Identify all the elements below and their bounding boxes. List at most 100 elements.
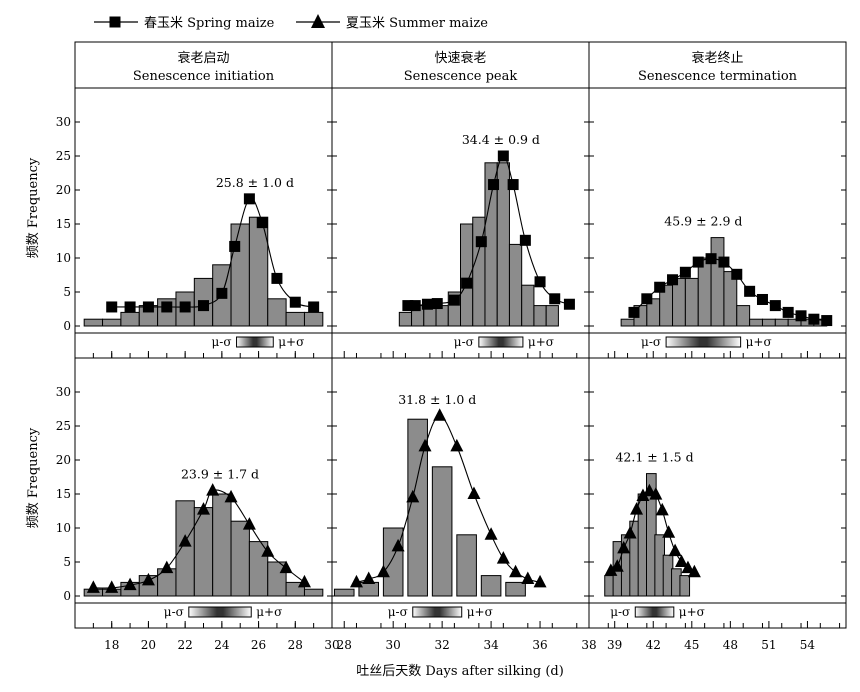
triangle-marker	[224, 489, 238, 503]
x-tick-label: 36	[532, 638, 547, 652]
triangle-marker	[86, 580, 100, 593]
y-tick-label: 0	[63, 589, 71, 603]
x-tick-label: 48	[723, 638, 738, 652]
histogram-bar	[710, 237, 725, 327]
sd-range-bar	[188, 606, 252, 618]
triangle-marker	[617, 540, 631, 554]
triangle-marker	[433, 408, 447, 421]
square-marker	[782, 306, 794, 318]
y-tick-label: 5	[63, 555, 71, 569]
triangle-marker	[655, 502, 669, 516]
y-tick-label: 5	[63, 285, 71, 299]
y-tick-label: 30	[56, 115, 71, 129]
square-marker	[507, 179, 519, 191]
triangle-marker	[242, 517, 256, 530]
mean-sd-annotation: 25.8 ± 1.0 d	[216, 175, 294, 190]
y-axis-label: 频数 Frequency	[26, 427, 41, 528]
y-tick-label: 10	[56, 251, 71, 265]
histogram-bar	[456, 534, 477, 597]
square-marker	[519, 234, 531, 246]
square-marker	[654, 281, 666, 293]
x-tick-label: 32	[435, 638, 450, 652]
triangle-marker	[123, 577, 137, 591]
x-tick-label: 34	[483, 638, 499, 652]
triangle-marker	[630, 502, 644, 515]
square-marker	[402, 300, 414, 312]
x-tick-label: 30	[386, 638, 401, 652]
triangle-marker	[297, 574, 311, 588]
triangle-marker	[450, 438, 464, 452]
range-high-label: μ+σ	[746, 335, 772, 349]
column-title-cn: 衰老终止	[691, 50, 743, 66]
mean-sd-annotation: 45.9 ± 2.9 d	[664, 214, 742, 229]
triangle-marker	[141, 572, 155, 586]
square-marker	[106, 301, 118, 313]
histogram-bar	[303, 311, 324, 327]
range-low-label: μ-σ	[211, 335, 231, 349]
legend-label-summer: 夏玉米 Summer maize	[346, 16, 488, 31]
square-marker	[289, 296, 301, 308]
histogram-bar	[333, 588, 355, 597]
histogram-bar	[382, 527, 404, 597]
y-tick-label: 10	[56, 521, 71, 535]
histogram-bar	[83, 318, 104, 327]
histogram-bar	[508, 243, 523, 327]
header-frame	[74, 41, 847, 89]
triangle-marker	[349, 574, 363, 588]
square-marker	[198, 300, 209, 312]
histogram-bar	[684, 277, 699, 327]
triangle-marker	[484, 527, 498, 540]
square-marker	[679, 266, 691, 278]
panel-summer-peak: 31.8 ± 1.0 d μ-σ μ+σ 28 30 32 34 36 38	[331, 357, 597, 652]
y-tick-label: 25	[56, 149, 71, 163]
panel-spring-initiation: 0 5 10 15 20 25 30 25.8 ± 1.0 d μ-σ μ+σ	[56, 87, 333, 359]
x-tick-label: 54	[800, 638, 816, 652]
histogram-bar	[175, 500, 195, 597]
square-marker	[142, 301, 154, 313]
square-marker	[475, 236, 487, 248]
histogram-bar	[431, 466, 453, 597]
triangle-marker	[675, 554, 689, 567]
histogram-bar	[761, 318, 776, 327]
triangle-marker	[406, 489, 420, 503]
square-marker	[705, 253, 717, 265]
triangle-marker	[279, 560, 293, 574]
square-marker	[421, 298, 433, 310]
x-tick-label: 20	[141, 638, 156, 652]
mean-sd-annotation: 23.9 ± 1.7 d	[181, 467, 259, 482]
x-tick-label: 39	[607, 638, 622, 652]
histogram-bar	[521, 284, 535, 327]
y-tick-label: 15	[56, 487, 71, 501]
range-high-label: μ+σ	[467, 605, 493, 619]
square-marker	[744, 285, 756, 297]
x-tick-label: 38	[581, 638, 596, 652]
y-tick-label: 30	[56, 385, 71, 399]
square-marker	[229, 240, 241, 252]
y-tick-label: 15	[56, 217, 71, 231]
histogram-bar	[679, 575, 691, 597]
triangle-marker	[623, 525, 637, 539]
legend-triangle-marker	[311, 14, 325, 28]
histogram-bar	[749, 318, 763, 327]
range-high-label: μ+σ	[278, 335, 304, 349]
legend-label-spring: 春玉米 Spring maize	[144, 16, 275, 31]
legend-square-marker	[109, 16, 121, 28]
triangle-marker	[687, 564, 701, 578]
square-marker	[534, 276, 546, 288]
square-marker	[641, 293, 653, 305]
square-marker	[179, 301, 191, 313]
histogram-bar	[480, 575, 502, 597]
triangle-marker	[105, 580, 119, 593]
range-low-label: μ-σ	[641, 335, 661, 349]
histogram-bar	[303, 588, 324, 597]
triangle-marker	[261, 544, 275, 557]
column-title-cn: 衰老启动	[177, 50, 229, 66]
triangle-marker	[604, 563, 618, 576]
square-marker	[497, 150, 509, 162]
histogram-bar	[230, 223, 250, 327]
sd-range-bar	[634, 606, 675, 618]
column-title-en: Senescence peak	[404, 69, 518, 84]
column-title-en: Senescence initiation	[133, 69, 275, 84]
mean-sd-annotation: 31.8 ± 1.0 d	[398, 392, 476, 407]
square-marker	[124, 301, 136, 313]
